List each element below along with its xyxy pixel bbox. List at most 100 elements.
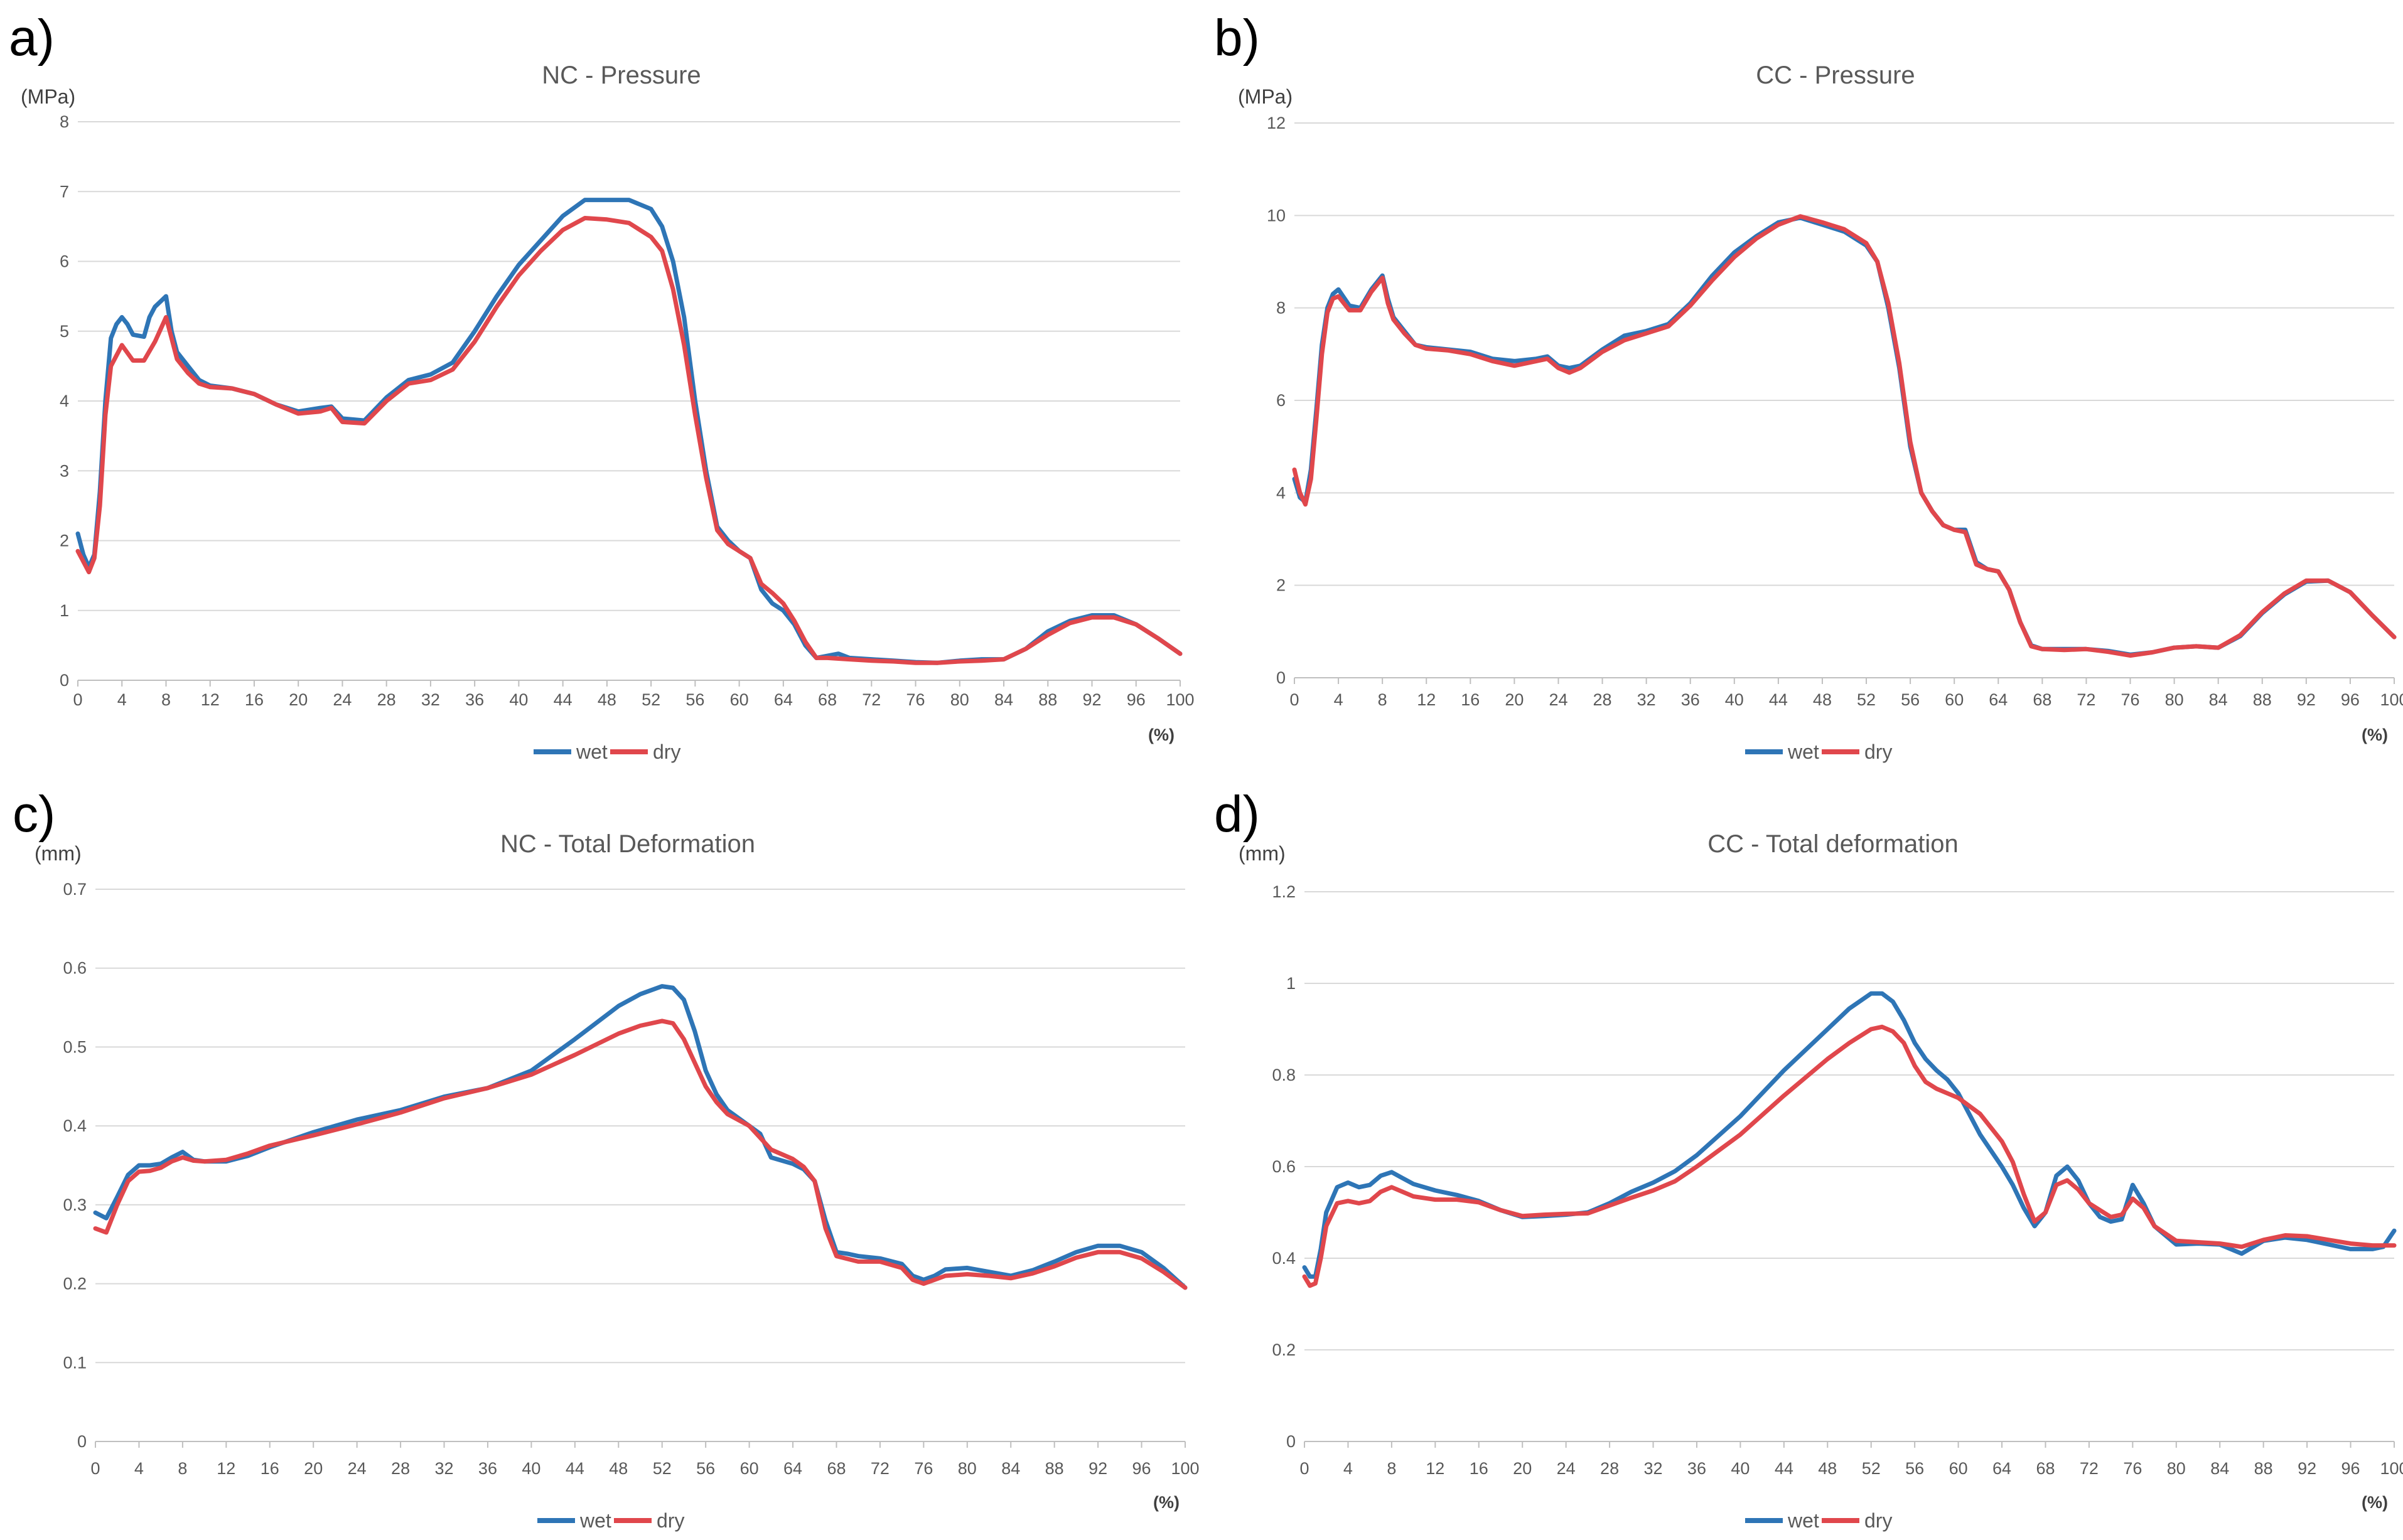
y-tick-label: 12 xyxy=(1267,114,1286,132)
series-line-wet xyxy=(75,198,1183,665)
x-tick-label: 32 xyxy=(1643,1459,1662,1478)
legend: wet dry xyxy=(537,1509,684,1532)
x-tick-label: 96 xyxy=(1132,1459,1151,1478)
x-tick-label: 8 xyxy=(1387,1459,1396,1478)
x-tick-label: 64 xyxy=(1989,690,2008,709)
x-tick-label: 12 xyxy=(217,1459,235,1478)
x-tick-label: 92 xyxy=(1082,690,1101,709)
x-tick-label: 92 xyxy=(1089,1459,1107,1478)
y-tick-label: 1 xyxy=(1286,974,1296,993)
x-tick-label: 16 xyxy=(245,690,264,709)
x-tick-label: 72 xyxy=(871,1459,890,1478)
chart-cc-total-deformation: d) CC - Total deformation (mm) (%) 0 0.2 0… xyxy=(1202,770,2403,1540)
y-tick-label: 1 xyxy=(60,601,69,620)
y-tick-label: 0.2 xyxy=(63,1275,87,1293)
x-tick-label: 32 xyxy=(1637,690,1656,709)
y-tick-label: 0.1 xyxy=(63,1353,87,1372)
x-tick-label: 52 xyxy=(642,690,660,709)
x-tick-label: 20 xyxy=(289,690,308,709)
y-tick-label: 4 xyxy=(60,392,69,410)
x-tick-label: 16 xyxy=(1470,1459,1488,1478)
x-tick-label: 8 xyxy=(1378,690,1387,709)
y-tick-label: 0.4 xyxy=(1272,1249,1296,1268)
x-tick-label: 52 xyxy=(1857,690,1876,709)
x-tick-label: 8 xyxy=(161,690,171,709)
x-tick-label: 44 xyxy=(566,1459,584,1478)
x-tick-label: 88 xyxy=(1045,1459,1064,1478)
y-tick-label: 2 xyxy=(1276,576,1286,595)
legend-label-wet: wet xyxy=(576,741,608,763)
x-tick-label: 52 xyxy=(1862,1459,1881,1478)
x-tick-label: 68 xyxy=(2036,1459,2055,1478)
x-tick-label: 64 xyxy=(1992,1459,2011,1478)
panel-label: c) xyxy=(13,786,55,843)
x-tick-label: 76 xyxy=(906,690,925,709)
x-axis-unit: (%) xyxy=(1148,725,1175,744)
y-tick-label: 8 xyxy=(60,112,69,131)
legend-label-wet: wet xyxy=(1787,741,1819,763)
legend: wet dry xyxy=(534,741,680,763)
y-axis-unit: (mm) xyxy=(1239,842,1286,865)
y-tick-label: 0.6 xyxy=(63,959,87,978)
y-axis-unit: (mm) xyxy=(35,842,82,865)
x-tick-label: 80 xyxy=(2167,1459,2186,1478)
x-tick-label: 28 xyxy=(1600,1459,1619,1478)
legend-label-dry: dry xyxy=(653,741,680,763)
x-tick-label: 4 xyxy=(1334,690,1343,709)
y-tick-label: 6 xyxy=(60,252,69,271)
y-axis-unit: (MPa) xyxy=(1238,85,1293,108)
series-line-wet xyxy=(1302,991,2397,1279)
y-tick-label: 0.4 xyxy=(63,1116,87,1135)
x-tick-label: 92 xyxy=(2297,690,2316,709)
x-tick-label: 60 xyxy=(1945,690,1964,709)
x-tick-label: 28 xyxy=(391,1459,410,1478)
x-tick-label: 100 xyxy=(1166,690,1194,709)
y-tick-label: 0.2 xyxy=(1272,1340,1296,1359)
x-tick-label: 12 xyxy=(1417,690,1436,709)
y-tick-label: 2 xyxy=(60,532,69,550)
x-tick-label: 64 xyxy=(783,1459,802,1478)
x-tick-label: 12 xyxy=(201,690,220,709)
chart-title: NC - Pressure xyxy=(542,61,701,89)
x-tick-label: 80 xyxy=(958,1459,977,1478)
x-tick-label: 56 xyxy=(1901,690,1920,709)
x-tick-label: 56 xyxy=(696,1459,715,1478)
x-tick-label: 72 xyxy=(862,690,881,709)
y-tick-label: 0 xyxy=(60,671,69,690)
x-tick-label: 60 xyxy=(730,690,749,709)
x-tick-label: 100 xyxy=(2380,690,2403,709)
series-line-dry xyxy=(93,1019,1188,1290)
panel-label: d) xyxy=(1214,786,1260,843)
x-tick-label: 60 xyxy=(1949,1459,1968,1478)
x-tick-label: 68 xyxy=(818,690,837,709)
x-tick-label: 4 xyxy=(1343,1459,1353,1478)
y-tick-label: 0.8 xyxy=(1272,1066,1296,1084)
x-axis-unit: (%) xyxy=(2362,725,2388,744)
legend: wet dry xyxy=(1745,741,1892,763)
x-tick-label: 48 xyxy=(609,1459,628,1478)
x-tick-label: 84 xyxy=(2209,690,2228,709)
series-line-wet xyxy=(1292,215,2397,657)
x-tick-label: 4 xyxy=(134,1459,144,1478)
x-tick-label: 68 xyxy=(827,1459,846,1478)
y-tick-label: 0 xyxy=(77,1432,87,1451)
x-tick-label: 40 xyxy=(1725,690,1744,709)
x-tick-label: 96 xyxy=(2341,1459,2360,1478)
x-tick-label: 44 xyxy=(554,690,573,709)
legend-label-wet: wet xyxy=(579,1509,611,1532)
series-line-wet xyxy=(93,984,1188,1290)
x-tick-label: 32 xyxy=(434,1459,453,1478)
legend: wet dry xyxy=(1745,1509,1892,1532)
x-axis-unit: (%) xyxy=(2362,1493,2388,1512)
y-tick-label: 0 xyxy=(1286,1432,1296,1451)
x-tick-label: 36 xyxy=(1681,690,1700,709)
x-tick-label: 84 xyxy=(1001,1459,1020,1478)
x-tick-label: 80 xyxy=(2165,690,2184,709)
chart-title: NC - Total Deformation xyxy=(500,830,755,858)
chart-title: CC - Pressure xyxy=(1756,61,1915,89)
x-tick-label: 96 xyxy=(2341,690,2360,709)
x-tick-label: 36 xyxy=(478,1459,497,1478)
